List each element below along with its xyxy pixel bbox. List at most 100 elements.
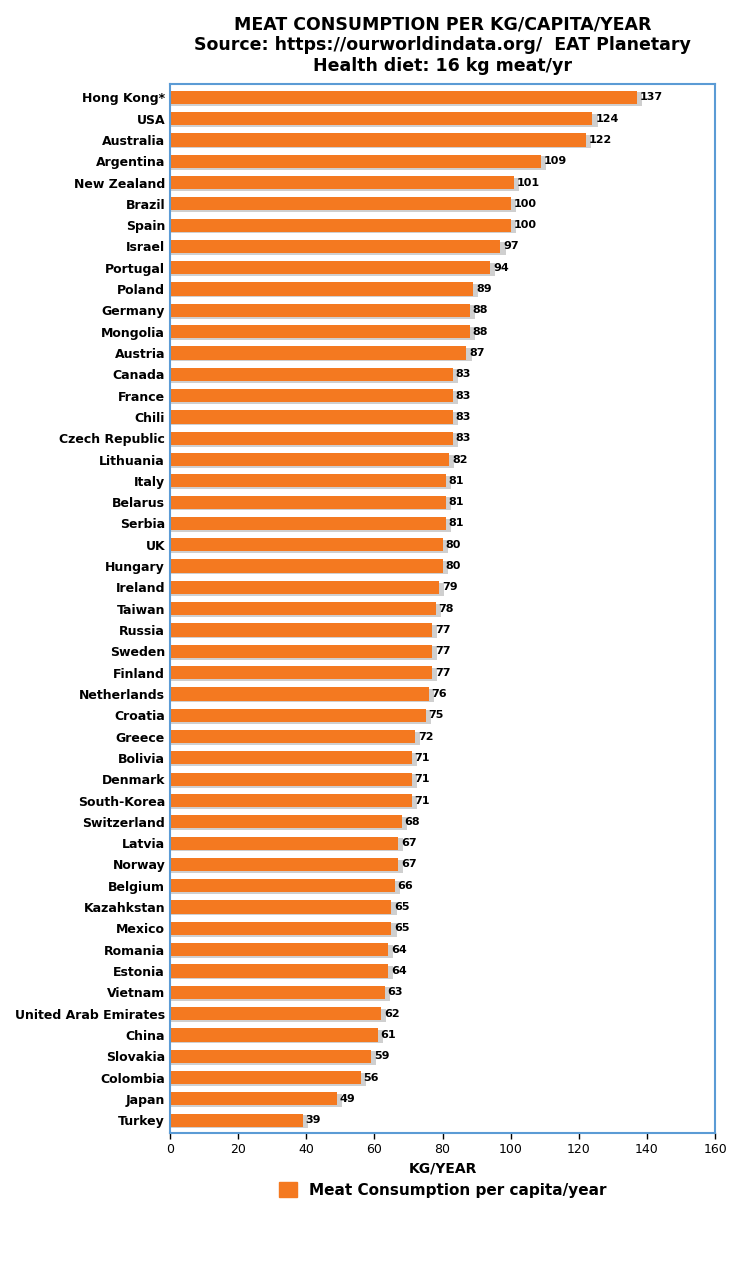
Bar	[170, 879, 395, 892]
Bar	[170, 966, 393, 979]
Text: 49: 49	[340, 1094, 355, 1104]
Text: 79: 79	[442, 583, 458, 593]
Bar	[170, 304, 470, 317]
Text: 94: 94	[493, 263, 509, 272]
Text: 80: 80	[445, 539, 461, 550]
Bar	[170, 112, 592, 125]
Bar	[170, 538, 442, 551]
Text: 88: 88	[473, 305, 488, 316]
Text: 83: 83	[456, 433, 471, 443]
Bar	[170, 348, 471, 362]
Bar	[170, 647, 438, 659]
Bar	[170, 1071, 361, 1084]
Bar	[170, 455, 455, 468]
Bar	[170, 985, 384, 999]
Bar	[170, 965, 388, 978]
Bar	[170, 432, 453, 445]
Text: 66: 66	[398, 881, 413, 891]
Text: 81: 81	[449, 519, 464, 529]
Bar	[170, 1093, 337, 1105]
Legend: Meat Consumption per capita/year: Meat Consumption per capita/year	[272, 1176, 613, 1204]
Bar	[170, 1072, 366, 1086]
Bar	[170, 305, 475, 318]
Bar	[170, 519, 451, 532]
Text: 83: 83	[456, 391, 471, 400]
Bar	[170, 838, 404, 851]
Bar	[170, 474, 446, 487]
Bar	[170, 730, 416, 744]
Bar	[170, 560, 442, 573]
Text: 76: 76	[432, 689, 447, 699]
Bar	[170, 924, 396, 937]
Bar	[170, 666, 433, 679]
Text: 71: 71	[415, 795, 430, 805]
Text: 75: 75	[428, 711, 444, 721]
Bar	[170, 368, 453, 381]
Bar	[170, 369, 458, 382]
Text: 89: 89	[476, 284, 491, 294]
Bar	[170, 391, 458, 404]
Bar	[170, 240, 500, 253]
Bar	[170, 1030, 383, 1043]
Bar	[170, 133, 585, 147]
Bar	[170, 282, 473, 295]
Text: 56: 56	[364, 1072, 379, 1082]
Text: 65: 65	[394, 924, 410, 933]
Bar	[170, 433, 458, 446]
Text: 71: 71	[415, 753, 430, 763]
Bar	[170, 475, 451, 489]
Bar	[170, 837, 398, 850]
Bar	[170, 624, 433, 636]
Bar	[170, 689, 434, 703]
Bar	[170, 156, 546, 170]
Bar	[170, 452, 450, 466]
Bar	[170, 1113, 303, 1127]
Text: 67: 67	[401, 859, 416, 869]
Text: 59: 59	[374, 1052, 390, 1061]
Text: 100: 100	[513, 220, 536, 230]
Bar	[170, 516, 446, 530]
Text: 62: 62	[384, 1008, 400, 1019]
Text: 67: 67	[401, 838, 416, 849]
Bar	[170, 774, 417, 787]
Text: 97: 97	[503, 242, 519, 252]
Text: 68: 68	[404, 817, 420, 827]
Bar	[170, 263, 496, 276]
Bar	[170, 1008, 387, 1022]
Text: 65: 65	[394, 902, 410, 912]
Text: 87: 87	[469, 348, 485, 358]
Bar	[170, 1029, 378, 1042]
Bar	[170, 667, 438, 681]
Text: 88: 88	[473, 327, 488, 336]
Text: 109: 109	[544, 156, 568, 166]
Bar	[170, 412, 458, 426]
Bar	[170, 944, 393, 958]
Bar	[170, 539, 447, 553]
Bar	[170, 496, 446, 509]
Text: 81: 81	[449, 497, 464, 507]
Bar	[170, 1052, 376, 1065]
Bar	[170, 860, 404, 873]
Text: 63: 63	[387, 988, 403, 997]
Bar	[170, 902, 396, 915]
Text: 124: 124	[595, 114, 619, 124]
Bar	[170, 91, 637, 104]
Bar	[170, 921, 392, 935]
Text: 77: 77	[435, 625, 450, 635]
Bar	[170, 114, 597, 127]
Bar	[170, 497, 451, 510]
Text: 82: 82	[452, 455, 467, 464]
Bar	[170, 602, 436, 615]
Bar	[170, 199, 516, 212]
Bar	[170, 176, 514, 189]
Text: 83: 83	[456, 369, 471, 380]
Bar	[170, 261, 490, 275]
Text: 81: 81	[449, 475, 464, 486]
Text: 72: 72	[418, 731, 433, 741]
Bar	[170, 583, 444, 596]
Text: 71: 71	[415, 774, 430, 785]
Bar	[170, 753, 417, 767]
Text: 77: 77	[435, 647, 450, 657]
Bar	[170, 155, 542, 167]
Bar	[170, 284, 479, 298]
